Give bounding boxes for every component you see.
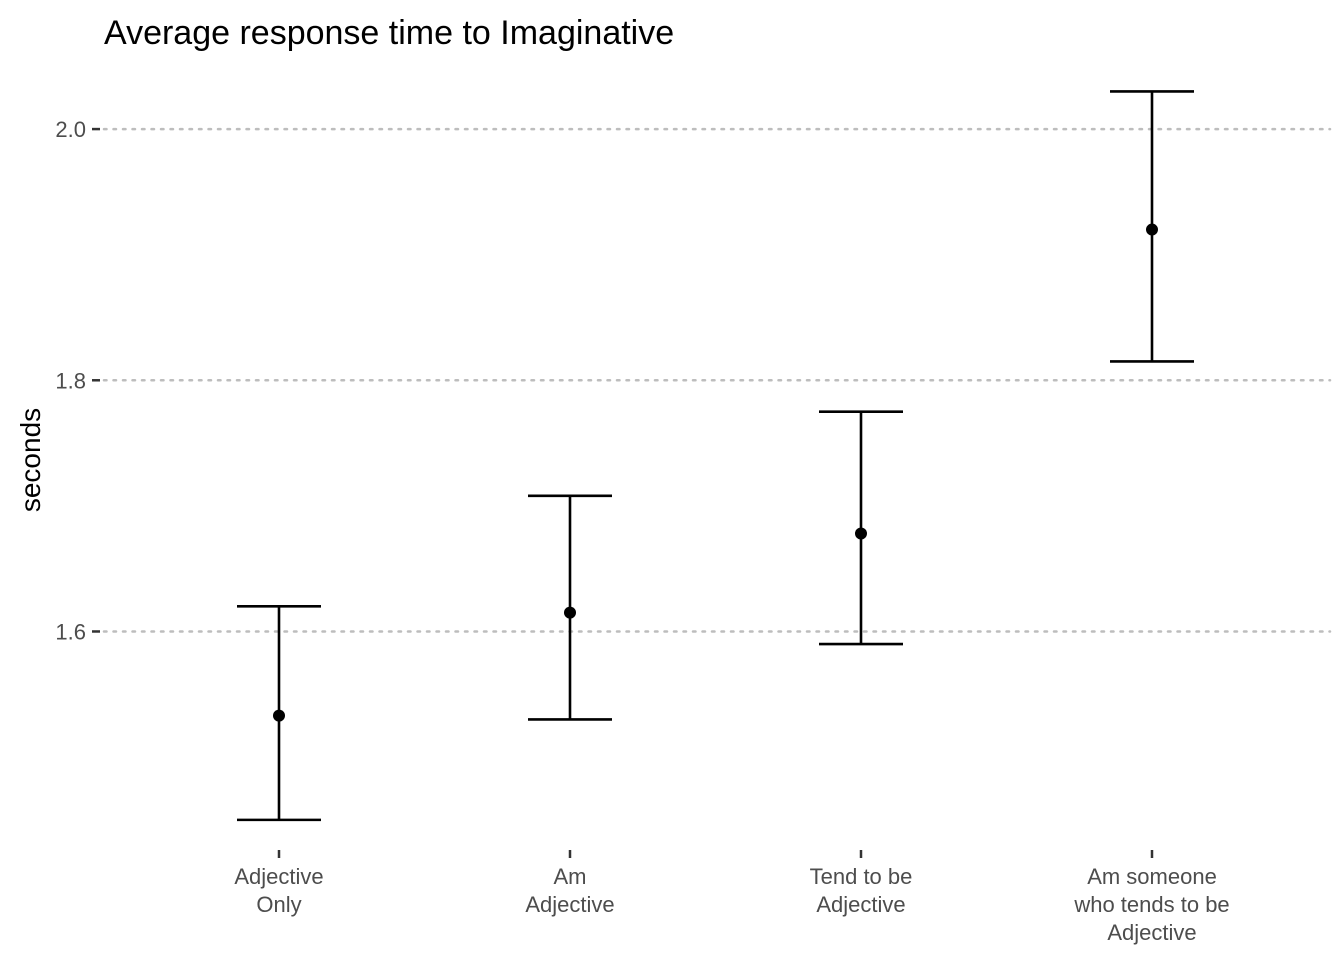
error-bar xyxy=(237,605,321,822)
x-tick-label-line: Am someone xyxy=(1087,864,1217,889)
error-bars xyxy=(237,90,1194,822)
x-tick-label: Am Adjective xyxy=(525,864,614,917)
mean-point xyxy=(1146,223,1158,236)
x-tick-label-line: Adjective xyxy=(1107,920,1196,945)
x-tick-label-line: Adjective xyxy=(234,864,323,889)
x-tick-label-line: who tends to be xyxy=(1073,892,1229,917)
y-axis: 1.6 1.8 2.0 xyxy=(55,117,100,644)
y-tick-label: 2.0 xyxy=(55,117,86,142)
y-axis-title: seconds xyxy=(15,408,46,512)
error-bar xyxy=(819,410,903,646)
x-tick-label: Tend to be Adjective xyxy=(810,864,913,917)
y-tick-label: 1.8 xyxy=(55,368,86,393)
mean-point xyxy=(273,709,285,722)
x-tick-label-line: Am xyxy=(554,864,587,889)
error-bar xyxy=(1110,90,1194,363)
x-tick-label-line: Only xyxy=(256,892,301,917)
x-tick-label: Adjective Only xyxy=(234,864,323,917)
chart-title: Average response time to Imaginative xyxy=(104,14,674,52)
y-tick-label: 1.6 xyxy=(55,619,86,644)
x-tick-label: Am someone who tends to be Adjective xyxy=(1073,864,1229,945)
x-tick-label-line: Tend to be xyxy=(810,864,913,889)
error-bar xyxy=(528,494,612,721)
mean-point xyxy=(564,606,576,619)
x-tick-label-line: Adjective xyxy=(816,892,905,917)
grid-lines xyxy=(102,127,1332,633)
x-tick-label-line: Adjective xyxy=(525,892,614,917)
mean-point xyxy=(855,527,867,540)
x-axis: Adjective Only Am Adjective Tend to be Adject… xyxy=(234,850,1230,945)
